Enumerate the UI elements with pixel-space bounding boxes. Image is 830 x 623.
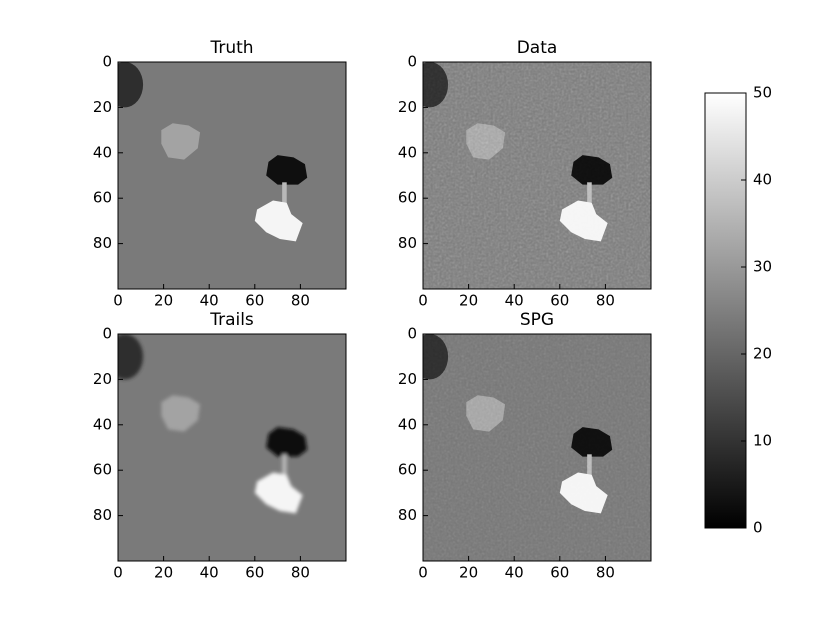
colorbar-tick-label: 10 bbox=[753, 432, 772, 450]
x-tick-label: 20 bbox=[154, 564, 173, 582]
x-tick-label: 0 bbox=[113, 292, 123, 310]
axes-frame bbox=[117, 333, 347, 562]
panel-title: Data bbox=[517, 38, 558, 58]
colorbar bbox=[704, 92, 747, 529]
y-tick-label: 60 bbox=[93, 461, 112, 479]
x-tick-label: 0 bbox=[113, 564, 123, 582]
y-tick-label: 40 bbox=[398, 143, 417, 161]
colorbar-tick-label: 0 bbox=[753, 519, 763, 537]
panel-title: Trails bbox=[209, 310, 254, 330]
x-tick-label: 40 bbox=[200, 564, 219, 582]
x-tick-label: 60 bbox=[245, 564, 264, 582]
y-tick-label: 80 bbox=[398, 506, 417, 524]
x-tick-label: 80 bbox=[596, 564, 615, 582]
background bbox=[118, 334, 346, 561]
y-tick-label: 0 bbox=[407, 325, 417, 343]
x-tick-label: 60 bbox=[245, 292, 264, 310]
x-tick-label: 40 bbox=[505, 292, 524, 310]
image bbox=[423, 62, 651, 289]
region bbox=[161, 395, 201, 432]
image bbox=[118, 62, 346, 289]
y-tick-label: 40 bbox=[398, 415, 417, 433]
panel-title: Truth bbox=[209, 38, 253, 58]
axes-frame bbox=[422, 61, 652, 290]
x-tick-label: 60 bbox=[550, 564, 569, 582]
regions bbox=[118, 62, 308, 242]
x-tick-label: 20 bbox=[459, 292, 478, 310]
y-tick-label: 20 bbox=[398, 370, 417, 388]
image bbox=[118, 334, 346, 561]
regions bbox=[118, 334, 308, 514]
axes-frame bbox=[422, 333, 652, 562]
colorbar-tick-label: 20 bbox=[753, 345, 772, 363]
region bbox=[254, 200, 303, 242]
x-tick-label: 40 bbox=[505, 564, 524, 582]
noise bbox=[423, 62, 651, 289]
y-tick-label: 80 bbox=[398, 234, 417, 252]
noise bbox=[423, 334, 651, 561]
y-tick-label: 60 bbox=[398, 461, 417, 479]
y-tick-label: 20 bbox=[93, 370, 112, 388]
region bbox=[118, 334, 144, 380]
x-tick-label: 20 bbox=[459, 564, 478, 582]
x-tick-label: 0 bbox=[418, 292, 428, 310]
colorbar-tick-label: 40 bbox=[753, 171, 772, 189]
x-tick-label: 80 bbox=[291, 292, 310, 310]
y-tick-label: 20 bbox=[398, 98, 417, 116]
colorbar-tick-label: 30 bbox=[753, 258, 772, 276]
y-tick-label: 60 bbox=[93, 189, 112, 207]
y-tick-label: 80 bbox=[93, 234, 112, 252]
region bbox=[161, 123, 201, 160]
region bbox=[282, 454, 287, 475]
y-tick-label: 0 bbox=[407, 53, 417, 71]
x-tick-label: 60 bbox=[550, 292, 569, 310]
image bbox=[423, 334, 651, 561]
region bbox=[282, 182, 287, 203]
x-tick-label: 20 bbox=[154, 292, 173, 310]
background bbox=[118, 62, 346, 289]
x-tick-label: 80 bbox=[596, 292, 615, 310]
y-tick-label: 20 bbox=[93, 98, 112, 116]
region bbox=[118, 62, 144, 108]
axes-frame bbox=[117, 61, 347, 290]
colorbar-tick-label: 50 bbox=[753, 84, 772, 102]
region bbox=[266, 427, 308, 457]
region bbox=[266, 155, 308, 185]
y-tick-label: 0 bbox=[102, 53, 112, 71]
y-tick-label: 60 bbox=[398, 189, 417, 207]
x-tick-label: 0 bbox=[418, 564, 428, 582]
panel-title: SPG bbox=[520, 310, 554, 330]
x-tick-label: 80 bbox=[291, 564, 310, 582]
y-tick-label: 0 bbox=[102, 325, 112, 343]
region bbox=[254, 472, 303, 514]
y-tick-label: 40 bbox=[93, 415, 112, 433]
x-tick-label: 40 bbox=[200, 292, 219, 310]
y-tick-label: 80 bbox=[93, 506, 112, 524]
y-tick-label: 40 bbox=[93, 143, 112, 161]
